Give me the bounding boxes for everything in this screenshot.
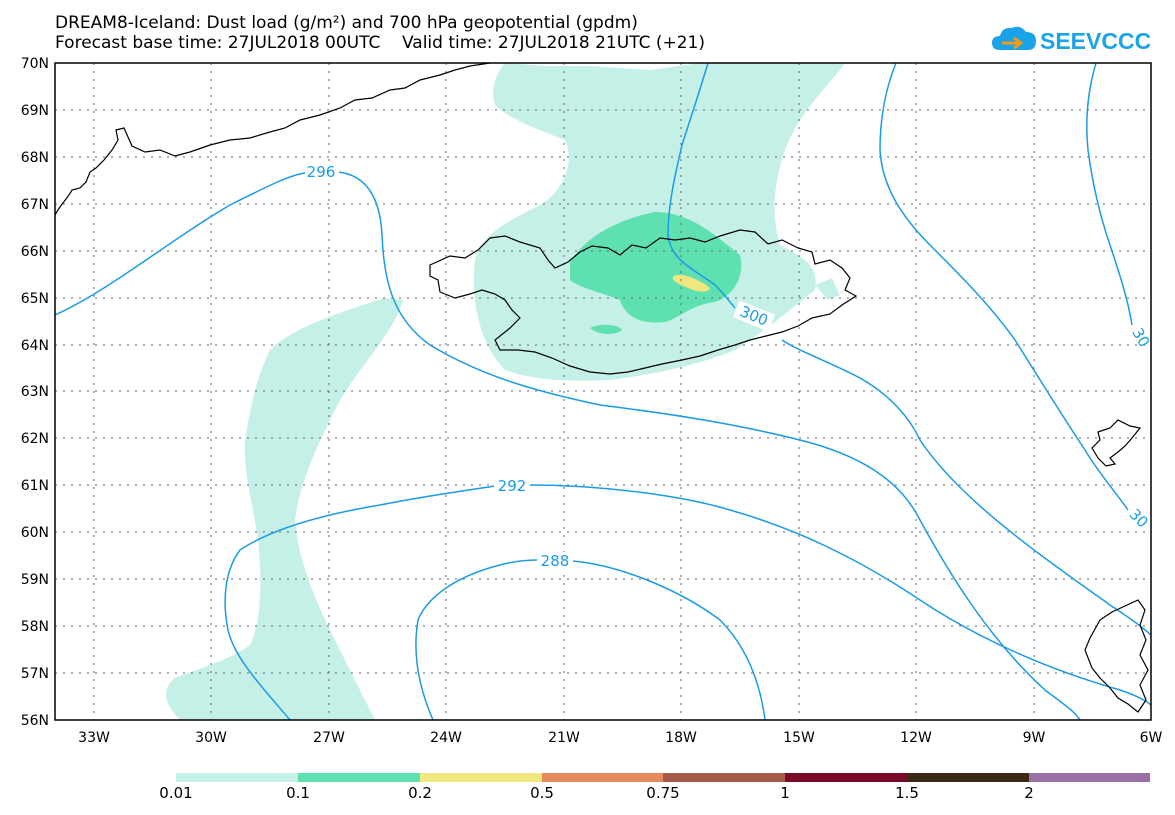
lon-label: 21W: [548, 730, 580, 746]
lon-label: 30W: [195, 730, 227, 746]
logo-text: SEEVCCC: [1040, 28, 1150, 54]
lat-label: 61N: [21, 478, 49, 494]
dust-load-0.01-patch-east: [815, 278, 840, 300]
lon-label: 24W: [430, 730, 462, 746]
colorbar-segment: [785, 773, 907, 782]
lat-label: 63N: [21, 384, 49, 400]
colorbar-segment: [176, 773, 298, 782]
title-line-1: DREAM8-Iceland: Dust load (g/m²) and 700…: [55, 13, 638, 33]
faroe-islands-coastline: [1091, 419, 1142, 467]
lat-label: 59N: [21, 572, 49, 588]
cloud-arrow-icon: [992, 26, 1036, 50]
dust-load-0.01-band-west: [165, 298, 403, 720]
colorbar-label: 0.75: [646, 784, 680, 802]
map-gridlines: [55, 63, 1151, 720]
colorbar-segment: [298, 773, 420, 782]
lat-label: 60N: [21, 525, 49, 541]
lon-label: 18W: [665, 730, 697, 746]
contour-300-east: [879, 63, 1129, 511]
lat-label: 58N: [21, 619, 49, 635]
colorbar-segment: [907, 773, 1029, 782]
title-line-2: Forecast base time: 27JUL2018 00UTC Vali…: [55, 33, 705, 53]
lat-label: 67N: [21, 197, 49, 213]
greenland-coastline: [55, 63, 491, 216]
scotland-coastline: [1084, 599, 1149, 713]
lat-label: 69N: [21, 103, 49, 119]
contour-288: [415, 559, 766, 720]
contour-300: [667, 63, 1151, 636]
lat-label: 70N: [21, 56, 49, 72]
lon-label: 27W: [313, 730, 345, 746]
contour-label-288: 288: [541, 552, 570, 570]
dust-load-0.1-patch: [590, 324, 622, 334]
colorbar-label: 0.2: [408, 784, 432, 802]
lat-label: 57N: [21, 666, 49, 682]
lon-label: 12W: [900, 730, 932, 746]
seevccc-logo: SEEVCCC: [992, 26, 1150, 54]
contour-label-30-lower: 30: [1126, 505, 1152, 531]
lat-label: 65N: [21, 291, 49, 307]
lat-label: 64N: [21, 338, 49, 354]
colorbar-label: 1: [780, 784, 790, 802]
contour-label-296: 296: [307, 163, 336, 181]
lon-label: 33W: [78, 730, 110, 746]
colorbar-segment: [1029, 773, 1150, 782]
colorbar-label: 0.5: [530, 784, 554, 802]
lon-label: 15W: [783, 730, 815, 746]
colorbar-label: 0.01: [159, 784, 193, 802]
lat-label: 62N: [21, 431, 49, 447]
contour-label-292: 292: [498, 477, 527, 495]
contour-292: [224, 484, 1151, 720]
colorbar-label: 2: [1024, 784, 1034, 802]
lon-label: 6W: [1140, 730, 1163, 746]
dust-load-0.2-region: [672, 274, 710, 292]
colorbar-segment: [542, 773, 663, 782]
lat-label: 56N: [21, 713, 49, 729]
lat-label: 66N: [21, 244, 49, 260]
lat-label: 68N: [21, 150, 49, 166]
iceland-coastline: [429, 229, 858, 375]
lon-label: 9W: [1023, 730, 1046, 746]
colorbar-label: 1.5: [895, 784, 919, 802]
contour-296: [55, 171, 1081, 720]
contour-304-east: [1086, 63, 1133, 326]
colorbar-segment: [663, 773, 785, 782]
colorbar-segment: [420, 773, 542, 782]
map-frame: [54, 62, 1152, 721]
colorbar-label: 0.1: [286, 784, 310, 802]
contour-label-30-upper: 30: [1128, 325, 1153, 351]
